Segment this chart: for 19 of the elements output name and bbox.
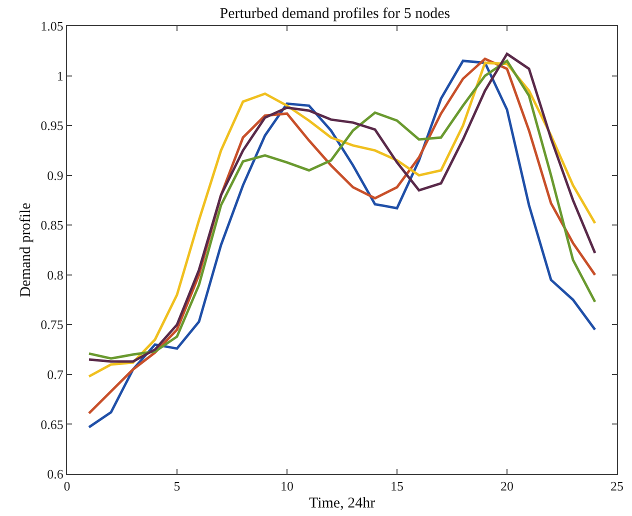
y-axis-title: Demand profile [18,202,34,298]
y-tick-label: 0.9 [47,168,64,183]
y-tick-label: 0.65 [40,416,64,432]
y-tick-label: 0.8 [47,267,64,282]
x-tick-label: 0 [64,478,70,494]
x-tick-label: 15 [390,478,404,494]
x-axis-title: Time, 24hr [308,496,376,512]
y-tick-label: 0.75 [40,317,64,332]
y-tick-label: 0.6 [47,466,64,482]
x-tick-label: 20 [500,478,514,494]
y-tick-label: 1 [56,68,64,84]
y-tick-label: 0.95 [40,118,64,134]
x-tick-label: 5 [174,478,180,494]
chart-title: Perturbed demand profiles for 5 nodes [220,6,450,22]
y-tick-label: 1.05 [40,18,64,34]
x-tick-label: 25 [610,478,624,494]
y-tick-label: 0.7 [47,366,64,382]
y-tick-label: 0.85 [40,218,64,233]
x-tick-label: 10 [280,478,294,494]
